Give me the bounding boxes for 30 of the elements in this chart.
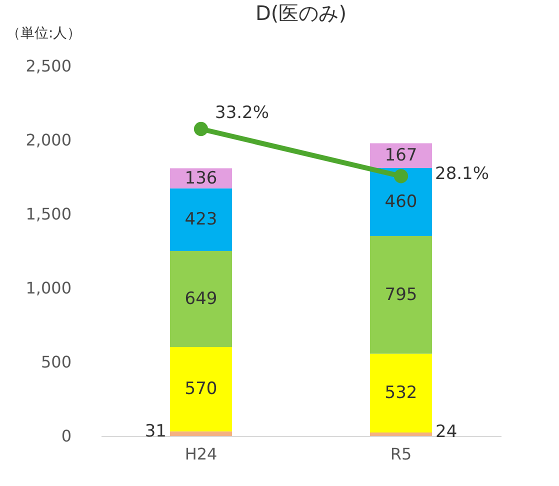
- chart-title: D(医のみ): [255, 1, 347, 25]
- data-label: 33.2%: [215, 103, 270, 123]
- data-label: 795: [384, 284, 418, 305]
- y-tick-label: 0: [61, 426, 72, 446]
- bar: [370, 432, 432, 436]
- x-tick-label: R5: [390, 444, 412, 464]
- bar: [370, 168, 432, 236]
- bar: [170, 251, 232, 348]
- y-tick-label: 1,500: [26, 204, 72, 224]
- bar: [170, 188, 232, 251]
- bar: [370, 236, 432, 354]
- data-label: 28.1%: [435, 164, 490, 184]
- bar: [370, 354, 432, 432]
- x-tick-label: H24: [184, 444, 218, 464]
- data-label: 24: [436, 422, 458, 442]
- data-label: 136: [184, 168, 218, 188]
- data-label: 649: [184, 289, 218, 310]
- y-tick-label: 2,500: [26, 56, 72, 76]
- y-axis-title: （単位:人）: [6, 26, 82, 42]
- data-label: 570: [184, 379, 218, 400]
- y-tick-label: 1,000: [26, 278, 72, 298]
- data-label: 460: [384, 192, 418, 212]
- y-tick-label: 2,000: [26, 130, 72, 150]
- data-label: 423: [184, 210, 218, 230]
- data-label: 31: [144, 422, 166, 442]
- bar: [170, 347, 232, 432]
- data-label: 167: [384, 146, 418, 166]
- bar: [170, 431, 232, 436]
- y-tick-label: 500: [40, 352, 72, 372]
- data-label: 532: [384, 383, 418, 404]
